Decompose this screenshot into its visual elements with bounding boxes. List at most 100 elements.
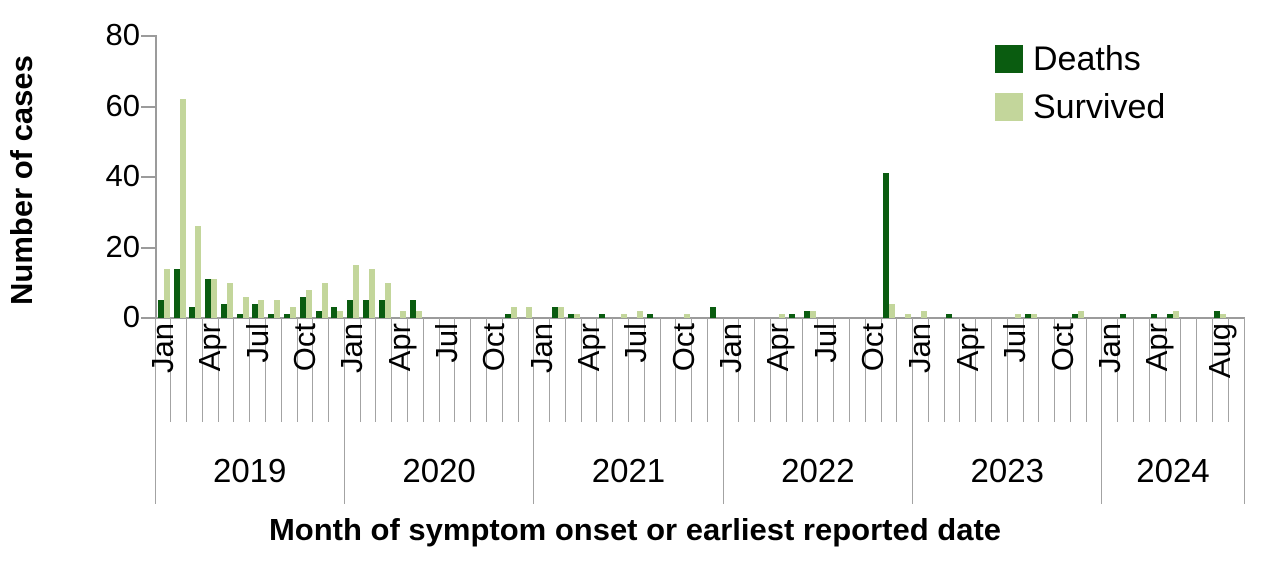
month-tick bbox=[927, 318, 929, 422]
month-tick bbox=[391, 318, 393, 422]
month-cell-jul-2021 bbox=[629, 36, 645, 318]
month-cell-jun-2023 bbox=[992, 36, 1008, 318]
bar-deaths bbox=[1151, 314, 1158, 318]
bar-deaths bbox=[410, 300, 417, 318]
month-label-jan-2020: Jan bbox=[334, 323, 370, 373]
year-separator bbox=[343, 318, 345, 504]
month-tick bbox=[1180, 318, 1182, 422]
y-tick-label: 80 bbox=[105, 17, 140, 52]
y-tick-label: 20 bbox=[105, 228, 140, 264]
month-cell-jul-2022 bbox=[818, 36, 834, 318]
month-tick bbox=[375, 318, 377, 422]
bar-deaths bbox=[315, 310, 322, 318]
year-label-2020: 2020 bbox=[402, 452, 476, 489]
year-label-2022: 2022 bbox=[781, 452, 855, 489]
month-cell-sep-2020 bbox=[471, 36, 487, 318]
month-tick bbox=[359, 318, 361, 422]
x-axis-title: Month of symptom onset or earliest repor… bbox=[268, 512, 1002, 547]
bar-survived bbox=[337, 310, 344, 318]
bar-survived bbox=[384, 282, 391, 318]
month-cell-mar-2023 bbox=[944, 36, 960, 318]
year-separator bbox=[1243, 318, 1245, 504]
month-tick bbox=[1211, 318, 1213, 422]
x-axis-line bbox=[141, 317, 1245, 319]
bar-deaths bbox=[205, 279, 212, 318]
month-cell-apr-2019 bbox=[203, 36, 219, 318]
month-cell-apr-2021 bbox=[582, 36, 598, 318]
month-tick bbox=[438, 318, 440, 422]
month-cell-aug-2022 bbox=[834, 36, 850, 318]
month-cell-sep-2022 bbox=[850, 36, 866, 318]
month-cell-jul-2024 bbox=[1197, 36, 1213, 318]
month-tick bbox=[217, 318, 219, 422]
month-cell-dec-2019 bbox=[329, 36, 345, 318]
month-tick bbox=[990, 318, 992, 422]
year-separator bbox=[533, 318, 535, 504]
bar-deaths bbox=[220, 303, 227, 318]
month-tick bbox=[801, 318, 803, 422]
y-tick-mark bbox=[141, 105, 155, 108]
month-label-jul-2021: Jul bbox=[618, 323, 654, 363]
month-tick bbox=[186, 318, 188, 422]
month-tick bbox=[1054, 318, 1056, 422]
month-label-apr-2022: Apr bbox=[760, 323, 796, 372]
year-separator bbox=[912, 318, 914, 504]
bar-deaths bbox=[331, 307, 338, 318]
month-cell-mar-2021 bbox=[566, 36, 582, 318]
year-separator bbox=[722, 318, 724, 504]
month-cell-feb-2023 bbox=[929, 36, 945, 318]
year-label-2024: 2024 bbox=[1136, 452, 1210, 489]
month-tick bbox=[1085, 318, 1087, 422]
month-tick bbox=[1196, 318, 1198, 422]
month-tick bbox=[1006, 318, 1008, 422]
month-tick bbox=[1164, 318, 1166, 422]
month-tick bbox=[549, 318, 551, 422]
month-cell-aug-2020 bbox=[456, 36, 472, 318]
month-tick bbox=[517, 318, 519, 422]
month-cell-jan-2020 bbox=[345, 36, 361, 318]
month-label-apr-2024: Apr bbox=[1139, 323, 1175, 372]
bar-survived bbox=[1220, 314, 1227, 318]
month-cell-mar-2022 bbox=[755, 36, 771, 318]
month-cell-jun-2019 bbox=[235, 36, 251, 318]
month-cell-oct-2023 bbox=[1055, 36, 1071, 318]
year-separator bbox=[154, 318, 156, 504]
month-label-oct-2021: Oct bbox=[665, 323, 701, 372]
month-tick bbox=[1117, 318, 1119, 422]
bar-survived bbox=[510, 307, 517, 318]
month-tick bbox=[975, 318, 977, 422]
month-tick bbox=[170, 318, 172, 422]
month-cell-sep-2019 bbox=[282, 36, 298, 318]
bar-survived bbox=[305, 289, 312, 318]
bar-survived bbox=[226, 282, 233, 318]
bar-deaths bbox=[883, 173, 890, 318]
bar-deaths bbox=[646, 314, 653, 318]
bar-deaths bbox=[1214, 310, 1221, 318]
bar-survived bbox=[258, 300, 265, 318]
bar-deaths bbox=[804, 310, 811, 318]
month-tick bbox=[485, 318, 487, 422]
month-tick bbox=[1227, 318, 1229, 422]
month-tick bbox=[738, 318, 740, 422]
month-tick bbox=[407, 318, 409, 422]
month-cell-aug-2021 bbox=[645, 36, 661, 318]
month-tick bbox=[754, 318, 756, 422]
bar-survived bbox=[889, 303, 896, 318]
bar-survived bbox=[195, 226, 202, 318]
month-cell-sep-2023 bbox=[1039, 36, 1055, 318]
legend-label-deaths: Deaths bbox=[1033, 40, 1141, 78]
month-cell-feb-2021 bbox=[550, 36, 566, 318]
bar-deaths bbox=[252, 303, 259, 318]
month-cell-oct-2022 bbox=[865, 36, 881, 318]
month-cell-oct-2019 bbox=[298, 36, 314, 318]
month-label-jul-2019: Jul bbox=[239, 323, 275, 363]
month-tick bbox=[959, 318, 961, 422]
bar-survived bbox=[274, 300, 281, 318]
month-label-jan-2023: Jan bbox=[902, 323, 938, 373]
bar-deaths bbox=[299, 296, 306, 318]
bar-survived bbox=[242, 296, 249, 318]
month-cell-nov-2022 bbox=[881, 36, 897, 318]
month-tick bbox=[264, 318, 266, 422]
month-label-jul-2020: Jul bbox=[428, 323, 464, 363]
month-cell-mar-2024 bbox=[1133, 36, 1149, 318]
